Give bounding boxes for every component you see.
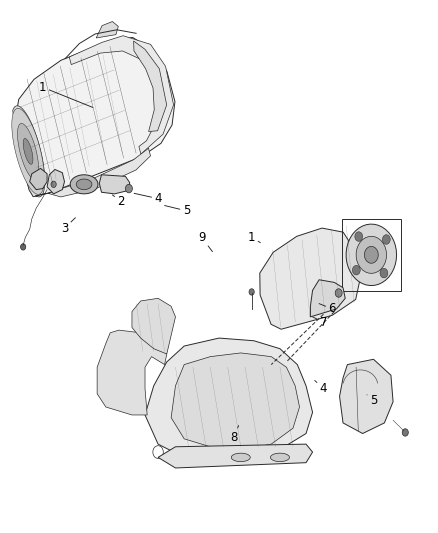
Circle shape <box>249 289 254 295</box>
Polygon shape <box>132 298 176 354</box>
Circle shape <box>21 244 26 250</box>
Polygon shape <box>18 123 39 179</box>
Polygon shape <box>96 21 118 38</box>
Circle shape <box>382 235 390 244</box>
Polygon shape <box>260 228 360 329</box>
Polygon shape <box>15 37 175 197</box>
Polygon shape <box>158 444 313 468</box>
Polygon shape <box>271 453 290 462</box>
Polygon shape <box>70 175 98 194</box>
Polygon shape <box>47 169 64 194</box>
Circle shape <box>402 429 408 436</box>
Text: 7: 7 <box>313 316 327 329</box>
Circle shape <box>355 232 363 241</box>
Text: 4: 4 <box>315 381 327 395</box>
Circle shape <box>205 447 215 460</box>
Polygon shape <box>339 359 393 433</box>
Polygon shape <box>49 148 151 197</box>
Circle shape <box>153 446 163 458</box>
Text: 3: 3 <box>61 217 75 235</box>
Polygon shape <box>30 168 47 190</box>
Polygon shape <box>13 106 50 197</box>
Text: 1: 1 <box>39 81 93 108</box>
Text: 5: 5 <box>165 204 190 217</box>
Circle shape <box>51 181 56 188</box>
Polygon shape <box>76 179 92 190</box>
Polygon shape <box>231 453 251 462</box>
Polygon shape <box>364 246 378 263</box>
Text: 6: 6 <box>319 302 336 316</box>
Circle shape <box>125 184 132 193</box>
Circle shape <box>266 448 276 461</box>
Polygon shape <box>311 280 345 317</box>
Polygon shape <box>356 236 387 273</box>
Polygon shape <box>23 139 33 164</box>
Polygon shape <box>97 330 167 415</box>
Polygon shape <box>134 41 167 132</box>
Text: 5: 5 <box>367 393 377 407</box>
Polygon shape <box>346 224 396 286</box>
Circle shape <box>335 289 342 297</box>
Circle shape <box>380 268 388 278</box>
Circle shape <box>353 265 360 275</box>
Text: 8: 8 <box>230 425 239 444</box>
Polygon shape <box>69 36 173 154</box>
Text: 2: 2 <box>113 195 125 208</box>
Polygon shape <box>12 108 44 195</box>
Polygon shape <box>171 353 300 452</box>
Text: 4: 4 <box>134 192 162 205</box>
Polygon shape <box>99 175 130 194</box>
Text: 9: 9 <box>198 231 212 252</box>
Text: 1: 1 <box>248 231 260 244</box>
Polygon shape <box>145 338 313 457</box>
